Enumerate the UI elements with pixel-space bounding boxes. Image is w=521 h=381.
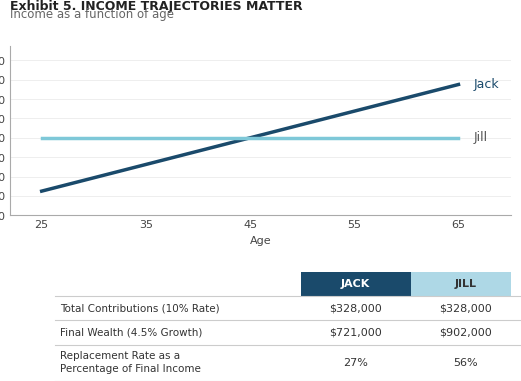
X-axis label: Age: Age <box>250 236 271 246</box>
Text: Replacement Rate as a
Percentage of Final Income: Replacement Rate as a Percentage of Fina… <box>60 351 201 374</box>
Text: JILL: JILL <box>454 279 477 289</box>
Text: Final Wealth (4.5% Growth): Final Wealth (4.5% Growth) <box>60 328 203 338</box>
Text: Exhibit 5. INCOME TRAJECTORIES MATTER: Exhibit 5. INCOME TRAJECTORIES MATTER <box>10 0 303 13</box>
Text: Jack: Jack <box>474 78 500 91</box>
Text: Jill: Jill <box>474 131 488 144</box>
Text: 56%: 56% <box>453 357 478 368</box>
Text: Total Contributions (10% Rate): Total Contributions (10% Rate) <box>60 303 220 314</box>
Text: JACK: JACK <box>341 279 370 289</box>
Text: $902,000: $902,000 <box>439 328 492 338</box>
Text: $328,000: $328,000 <box>329 303 382 314</box>
Text: Income as a function of age: Income as a function of age <box>10 8 175 21</box>
Text: $328,000: $328,000 <box>439 303 492 314</box>
Bar <box>301 272 411 296</box>
Text: $721,000: $721,000 <box>329 328 382 338</box>
Text: 27%: 27% <box>343 357 368 368</box>
Bar <box>411 272 520 296</box>
